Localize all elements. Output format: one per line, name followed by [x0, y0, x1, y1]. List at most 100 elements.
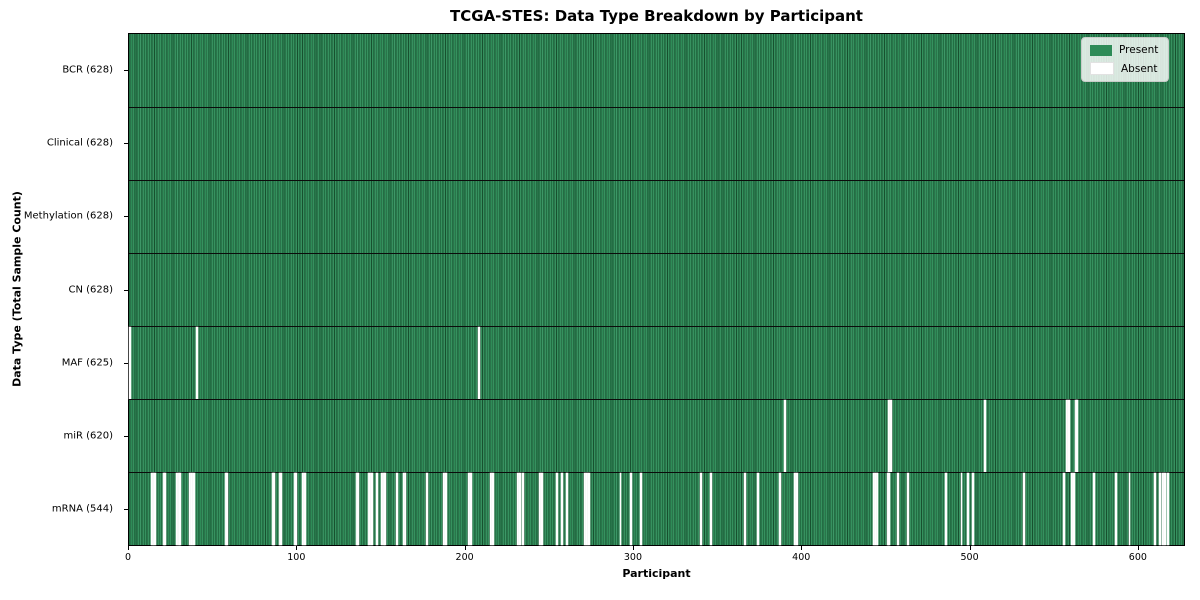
- x-tick-mark: [801, 546, 803, 550]
- absent-stripe: [468, 473, 471, 545]
- absent-stripe: [295, 473, 298, 545]
- present-swatch-icon: [1090, 44, 1112, 56]
- absent-stripe: [784, 400, 787, 472]
- absent-stripe: [538, 473, 541, 545]
- absent-stripe: [303, 473, 306, 545]
- absent-stripe: [587, 473, 590, 545]
- absent-stripe: [1066, 400, 1069, 472]
- x-axis-label: Participant: [622, 567, 691, 580]
- y-axis-label: Data Type (Total Sample Count): [10, 191, 24, 387]
- absent-stripe: [639, 473, 642, 545]
- legend-label-absent: Absent: [1121, 62, 1158, 75]
- row-mrna: [129, 472, 1184, 545]
- x-tick-label: 600: [1128, 552, 1147, 563]
- absent-stripe: [491, 473, 494, 545]
- absent-stripe: [444, 473, 447, 545]
- absent-stripe: [152, 473, 155, 545]
- absent-stripe: [1115, 473, 1118, 545]
- x-tick-label: 500: [960, 552, 979, 563]
- x-tick-label: 400: [792, 552, 811, 563]
- absent-stripe: [280, 473, 283, 545]
- absent-stripe: [189, 473, 192, 545]
- absent-stripe: [164, 473, 167, 545]
- absent-swatch-icon: [1090, 62, 1114, 75]
- x-tick-mark: [128, 546, 129, 550]
- x-tick-mark: [969, 546, 971, 550]
- absent-stripe: [154, 473, 157, 545]
- absent-stripe: [984, 400, 986, 472]
- absent-stripe: [271, 473, 274, 545]
- absent-stripe: [565, 473, 568, 545]
- x-tick-mark: [296, 546, 298, 550]
- absent-stripe: [1022, 473, 1025, 545]
- absent-stripe: [443, 473, 446, 545]
- absent-stripe: [490, 473, 493, 545]
- absent-stripe: [1074, 400, 1077, 472]
- absent-stripe: [1076, 400, 1079, 472]
- absent-stripe: [1063, 473, 1065, 545]
- y-tick-label: BCR (628): [62, 64, 113, 76]
- y-tick-mark: [124, 69, 128, 71]
- row-mir: [129, 399, 1184, 472]
- absent-stripe: [540, 473, 543, 545]
- absent-stripe: [293, 473, 296, 545]
- absent-stripe: [1068, 400, 1070, 472]
- absent-stripe: [404, 473, 407, 545]
- y-tick-label: mRNA (544): [51, 503, 113, 515]
- absent-stripe: [357, 473, 360, 545]
- y-tick-mark: [124, 289, 128, 291]
- absent-stripe: [192, 473, 195, 545]
- absent-stripe: [906, 473, 909, 545]
- absent-stripe: [972, 473, 975, 545]
- absent-stripe: [273, 473, 276, 545]
- absent-stripe: [888, 400, 891, 472]
- absent-stripe: [1163, 473, 1166, 545]
- legend-entry-present: Present: [1090, 44, 1158, 56]
- x-tick-label: 300: [623, 552, 642, 563]
- absent-stripe: [1093, 473, 1096, 545]
- absent-stripe: [355, 473, 358, 545]
- absent-stripe: [470, 473, 472, 545]
- absent-stripe: [191, 473, 194, 545]
- absent-stripe: [150, 473, 153, 545]
- absent-stripe: [426, 473, 429, 545]
- absent-stripe: [960, 473, 963, 545]
- absent-stripe: [367, 473, 370, 545]
- y-tick-mark: [124, 362, 128, 364]
- x-tick-mark: [632, 546, 634, 550]
- row-clinical: [129, 107, 1184, 180]
- absent-stripe: [560, 473, 563, 545]
- y-tick-label: miR (620): [63, 430, 113, 442]
- absent-stripe: [555, 473, 558, 545]
- absent-stripe: [278, 473, 281, 545]
- absent-stripe: [876, 473, 879, 545]
- absent-stripe: [402, 473, 405, 545]
- absent-stripe: [967, 473, 970, 545]
- absent-stripe: [384, 473, 387, 545]
- legend-label-present: Present: [1119, 44, 1159, 56]
- absent-stripe: [382, 473, 385, 545]
- absent-stripe: [179, 473, 182, 545]
- absent-stripe: [896, 473, 899, 545]
- absent-stripe: [886, 473, 889, 545]
- x-tick-label: 0: [124, 552, 132, 563]
- x-tick-label: 100: [287, 552, 306, 563]
- absent-stripe: [890, 400, 892, 472]
- absent-stripe: [794, 473, 797, 545]
- absent-stripe: [710, 473, 713, 545]
- x-tick-label: 200: [455, 552, 474, 563]
- absent-stripe: [226, 473, 229, 545]
- absent-stripe: [874, 473, 877, 545]
- absent-stripe: [629, 473, 632, 545]
- row-methylation: [129, 180, 1184, 253]
- y-tick-label: Clinical (628): [46, 137, 113, 149]
- absent-stripe: [1073, 473, 1076, 545]
- y-tick-mark: [124, 436, 128, 438]
- y-tick-label: CN (628): [68, 284, 113, 295]
- absent-stripe: [396, 473, 399, 545]
- absent-stripe: [375, 473, 378, 545]
- absent-stripe: [1158, 473, 1161, 545]
- absent-stripe: [1128, 473, 1131, 545]
- absent-stripe: [522, 473, 525, 545]
- absent-stripe: [945, 473, 948, 545]
